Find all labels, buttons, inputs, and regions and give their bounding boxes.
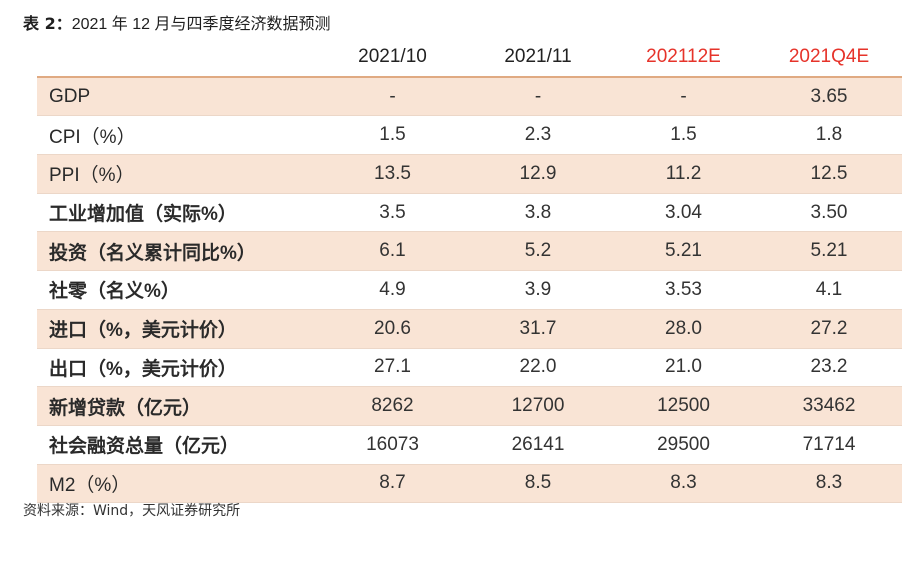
row-label: GDP: [37, 76, 320, 116]
cell-value: 20.6: [320, 309, 465, 348]
economic-forecast-table: 2021/10 2021/11 202112E 2021Q4E GDP - - …: [37, 38, 902, 503]
cell-value: 26141: [511, 433, 565, 455]
table-row: 社会融资总量（亿元） 16073 26141 29500 71714: [37, 425, 902, 465]
cell-forecast: 3.53: [665, 278, 702, 300]
header-row: 2021/10 2021/11 202112E 2021Q4E: [37, 38, 902, 77]
cell-value: 6.1: [320, 231, 465, 271]
column-header: 2021/11: [504, 45, 572, 67]
cell-forecast: 33462: [756, 386, 902, 426]
cell-forecast: 1.8: [815, 124, 843, 146]
cell-forecast: 4.1: [815, 278, 843, 300]
cell-value: 31.7: [465, 309, 611, 348]
cell-value: 8.7: [320, 464, 465, 503]
table-row: M2（%） 8.7 8.5 8.3 8.3: [37, 464, 902, 503]
cell-value: 1.5: [379, 124, 406, 146]
row-label: 出口（%，美元计价）: [49, 358, 237, 380]
cell-value: 22.0: [519, 356, 557, 378]
cell-forecast: 11.2: [611, 154, 756, 194]
cell-forecast: 5.21: [611, 231, 756, 271]
cell-forecast: 12.5: [756, 154, 902, 194]
cell-value: 5.2: [465, 231, 611, 271]
row-label: 工业增加值（实际%）: [49, 204, 237, 226]
cell-forecast: 27.2: [756, 309, 902, 348]
cell-value: 3.9: [524, 278, 552, 300]
cell-forecast: 3.50: [810, 201, 848, 223]
cell-forecast: 5.21: [756, 231, 902, 271]
cell-forecast: 23.2: [810, 356, 848, 378]
cell-forecast: 8.3: [611, 464, 756, 503]
cell-forecast: 21.0: [665, 356, 702, 378]
caption-text: 2021 年 12 月与四季度经济数据预测: [71, 16, 331, 33]
cell-value: 12.9: [465, 154, 611, 194]
table-row: 社零（名义%） 4.9 3.9 3.53 4.1: [37, 271, 902, 310]
cell-forecast: 71714: [802, 433, 856, 455]
table-caption: 表 2：2021 年 12 月与四季度经济数据预测: [23, 10, 330, 34]
cell-forecast: 29500: [657, 433, 710, 455]
table-row: 新增贷款（亿元） 8262 12700 12500 33462: [37, 386, 902, 426]
table-row: 进口（%，美元计价） 20.6 31.7 28.0 27.2: [37, 309, 902, 348]
row-label: PPI（%）: [37, 154, 320, 194]
cell-value: 2.3: [524, 124, 552, 146]
cell-value: 13.5: [320, 154, 465, 194]
cell-value: -: [320, 76, 465, 116]
cell-value: 3.8: [524, 201, 552, 223]
table-row: 工业增加值（实际%） 3.5 3.8 3.04 3.50: [37, 193, 902, 232]
cell-forecast: 28.0: [611, 309, 756, 348]
caption-prefix: 表 2：: [23, 14, 72, 33]
table-row: 出口（%，美元计价） 27.1 22.0 21.0 23.2: [37, 348, 902, 387]
row-label: 新增贷款（亿元）: [37, 386, 320, 426]
cell-value: 8.5: [465, 464, 611, 503]
cell-forecast: 3.04: [665, 201, 702, 223]
cell-value: 16073: [366, 433, 419, 455]
cell-value: -: [465, 76, 611, 116]
cell-forecast: -: [611, 76, 756, 116]
column-header-forecast: 2021Q4E: [788, 45, 870, 67]
table-row: GDP - - - 3.65: [37, 76, 902, 116]
row-label: 投资（名义累计同比%）: [37, 231, 320, 271]
cell-value: 12700: [465, 386, 611, 426]
cell-value: 3.5: [379, 201, 406, 223]
row-label: 进口（%，美元计价）: [37, 309, 320, 348]
column-header-forecast: 202112E: [646, 45, 721, 67]
row-label: 社会融资总量（亿元）: [49, 436, 240, 458]
cell-value: 4.9: [379, 278, 406, 300]
cell-forecast: 3.65: [756, 76, 902, 116]
table-row: PPI（%） 13.5 12.9 11.2 12.5: [37, 154, 902, 194]
cell-forecast: 1.5: [670, 124, 697, 146]
row-label: CPI（%）: [49, 126, 136, 148]
cell-value: 27.1: [374, 356, 411, 378]
cell-value: 8262: [320, 386, 465, 426]
row-label: M2（%）: [37, 464, 320, 503]
column-header: 2021/10: [358, 45, 427, 67]
cell-forecast: 8.3: [756, 464, 902, 503]
header-blank: [37, 38, 320, 77]
cell-forecast: 12500: [611, 386, 756, 426]
row-label: 社零（名义%）: [49, 281, 180, 303]
table-row: 投资（名义累计同比%） 6.1 5.2 5.21 5.21: [37, 231, 902, 271]
source-note: 资料来源：Wind，天风证券研究所: [23, 503, 241, 519]
table-row: CPI（%） 1.5 2.3 1.5 1.8: [37, 116, 902, 155]
